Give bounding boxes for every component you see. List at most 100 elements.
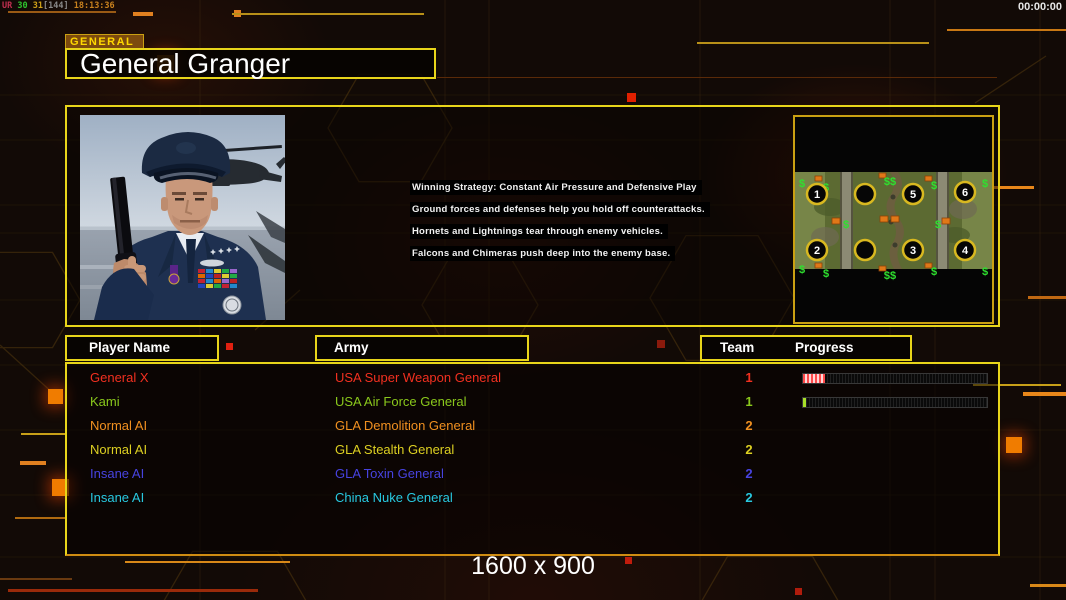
decor-square [1006, 437, 1022, 453]
decor-line [1023, 392, 1066, 396]
army-name: GLA Stealth General [335, 442, 455, 457]
player-name: Insane AI [90, 490, 145, 505]
svg-text:$: $ [935, 219, 941, 231]
debug-fps-b: 31 [32, 1, 43, 11]
decor-square [795, 588, 802, 595]
army-name: USA Air Force General [335, 394, 467, 409]
decor-square [627, 93, 636, 102]
general-portrait-image [80, 115, 287, 320]
purple-heart-medal [168, 265, 180, 285]
decor-square [657, 340, 665, 348]
decor-line [947, 29, 1066, 31]
general-tab-label: GENERAL [65, 34, 144, 48]
column-header-team-progress: Team Progress [700, 335, 912, 361]
debug-status-bar: UR 30 31[144] 18:13:36 [2, 1, 115, 11]
player-name: Normal AI [90, 442, 148, 457]
team-number: 1 [745, 394, 753, 409]
roster-row: Normal AI GLA Demolition General 2 [67, 414, 998, 438]
team-number: 1 [745, 370, 753, 385]
svg-text:$: $ [799, 178, 805, 190]
start-position-number: 6 [962, 187, 968, 199]
player-name: Kami [90, 394, 120, 409]
decor-line [8, 589, 258, 592]
decor-line [1030, 584, 1066, 587]
map-preview: $ $ $$ $ $ $ $ $$ $ $ $ $ [793, 115, 994, 324]
svg-text:$: $ [799, 264, 805, 276]
column-header-player-name: Player Name [65, 335, 219, 361]
briefing-line: Falcons and Chimeras push deep into the … [410, 246, 676, 261]
svg-text:$: $ [843, 219, 849, 231]
start-position-number: 1 [814, 189, 820, 201]
load-progress-bar-fill [803, 374, 826, 383]
column-header-army: Army [315, 335, 529, 361]
roster-row: Insane AI China Nuke General 2 [67, 486, 998, 510]
map-preview-image: $ $ $$ $ $ $ $ $$ $ $ $ $ [795, 117, 992, 322]
decor-line [973, 384, 1061, 386]
team-number: 2 [745, 442, 753, 457]
team-number: 2 [745, 418, 753, 433]
load-progress-bar [802, 373, 988, 384]
svg-text:$: $ [982, 266, 988, 278]
svg-text:$$: $$ [884, 270, 896, 282]
decor-line [20, 461, 46, 465]
decor-line [437, 77, 997, 78]
briefing-line: Ground forces and defenses help you hold… [410, 202, 710, 217]
debug-bracket-value: [144] [43, 1, 69, 11]
army-name: China Nuke General [335, 490, 453, 505]
briefing-line: Hornets and Lightnings tear through enem… [410, 224, 668, 239]
roster-row: General X USA Super Weapon General 1 [67, 366, 998, 390]
column-header-progress: Progress [795, 340, 854, 355]
decor-line [125, 561, 290, 563]
army-name: USA Super Weapon General [335, 370, 501, 385]
decor-line [8, 11, 116, 13]
page-title: General Granger [65, 48, 436, 79]
start-positions: 1 5 6 2 3 4 [805, 180, 977, 262]
svg-text:$: $ [823, 268, 829, 280]
roster-row: Insane AI GLA Toxin General 2 [67, 462, 998, 486]
decor-line [21, 433, 66, 435]
column-header-team: Team [720, 340, 755, 355]
player-roster: General X USA Super Weapon General 1 Kam… [65, 362, 1000, 556]
decor-line [1028, 296, 1066, 299]
decor-line [697, 42, 929, 44]
money-markers: $ $ $$ $ $ $ $ $$ $ $ $ $ [799, 176, 988, 282]
supply-crates [814, 172, 951, 272]
svg-text:$$: $$ [884, 176, 896, 188]
ribbon-rack [198, 269, 237, 288]
general-portrait [80, 115, 287, 320]
player-name: General X [90, 370, 149, 385]
svg-text:$: $ [931, 180, 937, 192]
roster-row: Kami USA Air Force General 1 [67, 390, 998, 414]
load-progress-bar [802, 397, 988, 408]
decor-line [232, 13, 424, 15]
team-number: 2 [745, 490, 753, 505]
svg-text:$: $ [982, 178, 988, 190]
resolution-label: 1600 x 900 [471, 552, 595, 580]
svg-text:$: $ [931, 266, 937, 278]
start-position-number: 5 [910, 189, 916, 201]
start-position-number: 3 [910, 245, 916, 257]
decor-square [52, 479, 69, 496]
game-clock: 00:00:00 [1017, 1, 1062, 13]
strategy-briefing: Winning Strategy: Constant Air Pressure … [410, 180, 710, 268]
team-number: 2 [745, 466, 753, 481]
debug-time: 18:13:36 [73, 1, 115, 11]
army-name: GLA Toxin General [335, 466, 444, 481]
debug-fps-a: 30 [17, 1, 28, 11]
decor-line [133, 12, 153, 16]
load-progress-bar-fill [803, 398, 806, 407]
decor-square [226, 343, 233, 350]
debug-ur-label: UR [2, 1, 13, 11]
briefing-line: Winning Strategy: Constant Air Pressure … [410, 180, 702, 195]
start-position-number: 2 [814, 245, 820, 257]
decor-line [0, 578, 72, 580]
start-position-number: 4 [962, 245, 969, 257]
decor-square [625, 557, 632, 564]
player-name: Insane AI [90, 466, 145, 481]
decor-square [48, 389, 63, 404]
roster-row: Normal AI GLA Stealth General 2 [67, 438, 998, 462]
player-name: Normal AI [90, 418, 148, 433]
army-name: GLA Demolition General [335, 418, 476, 433]
decor-line [15, 517, 65, 519]
